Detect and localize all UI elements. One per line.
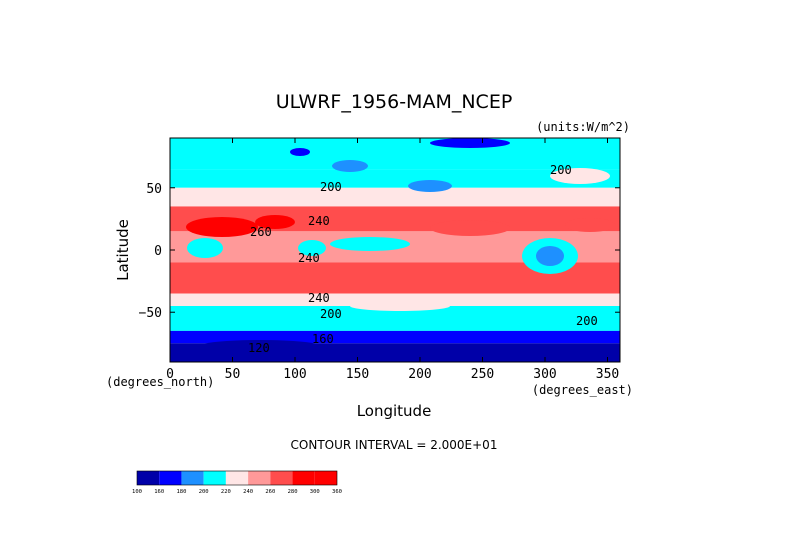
colorbar-swatch xyxy=(181,471,204,485)
y-axis: 50 0 −50 xyxy=(139,182,620,321)
colorbar-swatch xyxy=(314,471,337,485)
contour-label: 120 xyxy=(248,341,270,355)
x-tick-label: 100 xyxy=(283,367,306,382)
contour-label: 240 xyxy=(308,214,330,228)
lat-band xyxy=(170,293,620,306)
colorbar-label: 100 xyxy=(132,489,142,495)
contour-label: 240 xyxy=(308,291,330,305)
colorbar-label: 160 xyxy=(154,489,164,495)
y-tick-label: 0 xyxy=(154,244,162,259)
plot-area xyxy=(170,138,620,362)
x-tick-label: 150 xyxy=(346,367,369,382)
colorbar-label: 360 xyxy=(332,489,342,495)
colorbar-label: 300 xyxy=(310,489,320,495)
x-tick-label: 350 xyxy=(596,367,619,382)
colorbar-swatch xyxy=(159,471,182,485)
lat-band xyxy=(170,169,620,188)
contour-interval-text: CONTOUR INTERVAL = 2.000E+01 xyxy=(291,438,498,452)
colorbar-swatch xyxy=(137,471,160,485)
colorbar-swatch xyxy=(225,471,249,485)
lat-band xyxy=(170,330,620,344)
contour-label: 200 xyxy=(320,180,342,194)
x-tick-label: 250 xyxy=(471,367,494,382)
chart-title: ULWRF_1956-MAM_NCEP xyxy=(276,91,513,113)
contour-label: 200 xyxy=(320,307,342,321)
contour-label: 200 xyxy=(550,163,572,177)
colorbar-label: 280 xyxy=(288,489,298,495)
colorbar: 100 160 180 200 220 240 260 280 300 360 xyxy=(132,470,342,495)
lat-band xyxy=(170,187,620,207)
x-tick-label: 50 xyxy=(225,367,241,382)
x-axis-label: Longitude xyxy=(357,402,432,420)
x-tick-label: 0 xyxy=(166,367,174,382)
contour-label: 160 xyxy=(312,332,334,346)
colorbar-label: 200 xyxy=(199,489,209,495)
x-tick-label: 300 xyxy=(533,367,556,382)
colorbar-swatch xyxy=(292,471,315,485)
colorbar-label: 240 xyxy=(243,489,253,495)
contour-label: 240 xyxy=(298,251,320,265)
x-tick-label: 200 xyxy=(408,367,431,382)
x-axis: 0 50 100 150 200 250 300 350 xyxy=(166,138,619,382)
y-unit-label: (degrees_north) xyxy=(106,375,214,389)
y-tick-label: 50 xyxy=(146,182,162,197)
contour-label: 260 xyxy=(250,225,272,239)
colorbar-swatch xyxy=(270,471,293,485)
lat-band xyxy=(170,138,620,170)
colorbar-frame xyxy=(136,470,338,486)
x-unit-label: (degrees_east) xyxy=(532,383,633,397)
colorbar-label: 220 xyxy=(221,489,231,495)
colorbar-label: 180 xyxy=(176,489,186,495)
colorbar-label: 260 xyxy=(265,489,275,495)
colorbar-swatch xyxy=(203,471,226,485)
y-axis-label: Latitude xyxy=(114,219,132,281)
contour-label: 200 xyxy=(576,314,598,328)
y-tick-label: −50 xyxy=(139,306,162,321)
map-features xyxy=(186,138,615,352)
units-label: (units:W/m^2) xyxy=(536,120,630,134)
colorbar-swatch xyxy=(248,471,271,485)
contour-labels: 200 200 240 260 240 240 200 200 160 120 xyxy=(248,163,598,355)
